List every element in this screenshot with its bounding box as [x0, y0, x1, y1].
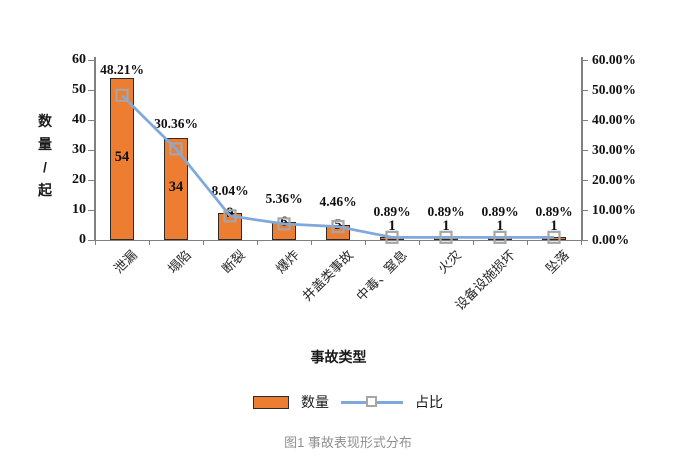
left-axis-tick [88, 209, 94, 211]
legend-label-ratio: 占比 [415, 394, 443, 410]
bar-value-label: 6 [280, 214, 288, 230]
right-axis-tick [582, 89, 588, 91]
x-axis-tick [418, 240, 420, 245]
line-value-label: 0.89% [535, 204, 573, 220]
left-axis-tick [88, 179, 94, 181]
figure-caption: 图1 事故表现形式分布 [284, 435, 412, 450]
x-axis-line [94, 239, 582, 241]
bar-value-label: 1 [388, 218, 396, 234]
left-axis-tick-label: 50 [72, 82, 86, 97]
legend-line-marker-icon [366, 396, 377, 407]
x-axis-tick [580, 240, 582, 245]
left-axis-tick-label: 60 [72, 52, 86, 67]
x-axis-title: 事故类型 [310, 349, 367, 365]
left-axis-tick [88, 239, 94, 241]
left-axis-tick [88, 149, 94, 151]
left-axis-line [94, 57, 96, 240]
right-axis-tick-label: 20.00% [592, 172, 636, 187]
x-axis-tick [256, 240, 258, 245]
right-axis-tick [582, 149, 588, 151]
bar [380, 237, 404, 240]
x-axis-tick [364, 240, 366, 245]
left-axis-title-char: 起 [38, 182, 52, 198]
left-axis-tick [88, 89, 94, 91]
legend-bar-swatch [253, 395, 289, 409]
right-axis-tick [582, 119, 588, 121]
left-axis-tick-label: 30 [72, 142, 86, 157]
right-axis-tick-label: 60.00% [592, 52, 636, 67]
x-axis-tick [472, 240, 474, 245]
right-axis-tick-label: 40.00% [592, 112, 636, 127]
bar-value-label: 5 [334, 217, 342, 233]
bar-value-label: 54 [114, 149, 130, 165]
right-axis-tick-label: 30.00% [592, 142, 636, 157]
x-axis-tick [94, 240, 96, 245]
bar-value-label: 1 [550, 218, 558, 234]
left-axis-tick-label: 20 [72, 172, 86, 187]
left-axis-tick [88, 119, 94, 121]
line-value-label: 48.21% [100, 62, 144, 78]
bar-value-label: 1 [496, 218, 504, 234]
legend-line-swatch [341, 395, 403, 409]
left-axis-tick-label: 0 [79, 232, 86, 247]
x-axis-tick [202, 240, 204, 245]
bar [488, 237, 512, 240]
left-axis-title-char: / [43, 159, 47, 175]
right-axis-tick [582, 239, 588, 241]
x-axis-tick [526, 240, 528, 245]
right-axis-tick-label: 0.00% [592, 232, 630, 247]
bar-value-label: 34 [168, 179, 184, 195]
line-value-label: 30.36% [154, 115, 198, 131]
right-axis-tick-label: 10.00% [592, 202, 636, 217]
left-axis-tick [88, 59, 94, 61]
left-axis-tick-label: 10 [72, 202, 86, 217]
left-axis-title-char: 量 [38, 136, 52, 152]
right-axis-tick [582, 179, 588, 181]
left-axis-title-char: 数 [38, 113, 52, 129]
x-axis-tick [310, 240, 312, 245]
bar [542, 237, 566, 240]
bar-value-label: 9 [226, 205, 234, 221]
left-axis-title: 数量 / 起 [36, 110, 54, 202]
legend: 数量 占比 [0, 392, 696, 412]
right-axis-line [581, 57, 583, 240]
right-axis-tick-label: 50.00% [592, 82, 636, 97]
right-axis-tick [582, 209, 588, 211]
left-axis-tick-label: 40 [72, 112, 86, 127]
legend-label-count: 数量 [301, 394, 329, 410]
bar-value-label: 1 [442, 218, 450, 234]
right-axis-tick [582, 59, 588, 61]
bar [434, 237, 458, 240]
x-axis-tick [148, 240, 150, 245]
